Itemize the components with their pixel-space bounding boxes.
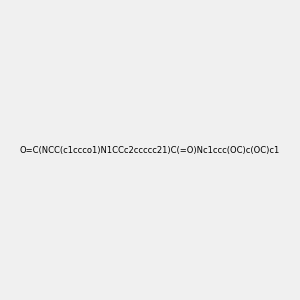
Text: O=C(NCC(c1ccco1)N1CCc2ccccc21)C(=O)Nc1ccc(OC)c(OC)c1: O=C(NCC(c1ccco1)N1CCc2ccccc21)C(=O)Nc1cc…: [20, 146, 280, 154]
